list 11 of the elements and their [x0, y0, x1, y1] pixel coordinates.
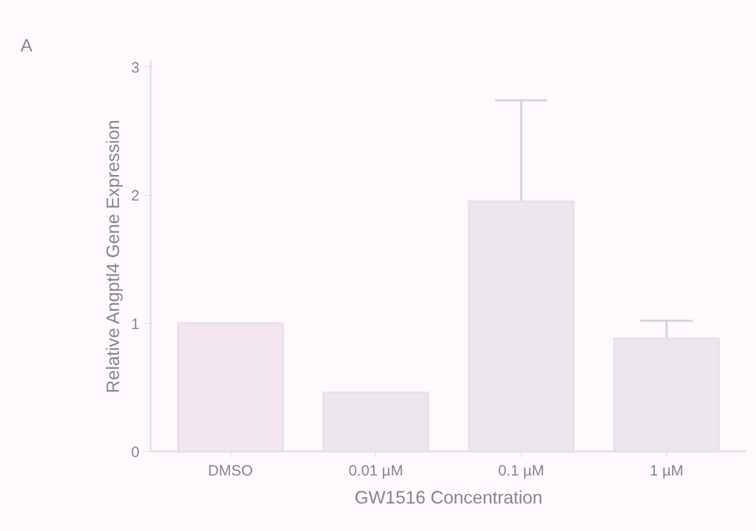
- y-axis-title: Relative Angptl4 Gene Expression: [103, 120, 124, 394]
- x-tick-label: DMSO: [208, 462, 253, 480]
- y-tick-label: 1: [131, 316, 140, 333]
- y-tick-label: 3: [131, 59, 140, 76]
- x-tick-label: 0.01 µM: [348, 462, 404, 480]
- x-tick-label: 0.1 µM: [498, 462, 544, 480]
- x-axis-title: GW1516 Concentration: [354, 488, 543, 508]
- text: A: [20, 36, 33, 56]
- x-tick-label: 1 µM: [650, 462, 684, 480]
- y-tick-label: 0: [131, 444, 140, 461]
- y-tick-label: 2: [131, 188, 140, 205]
